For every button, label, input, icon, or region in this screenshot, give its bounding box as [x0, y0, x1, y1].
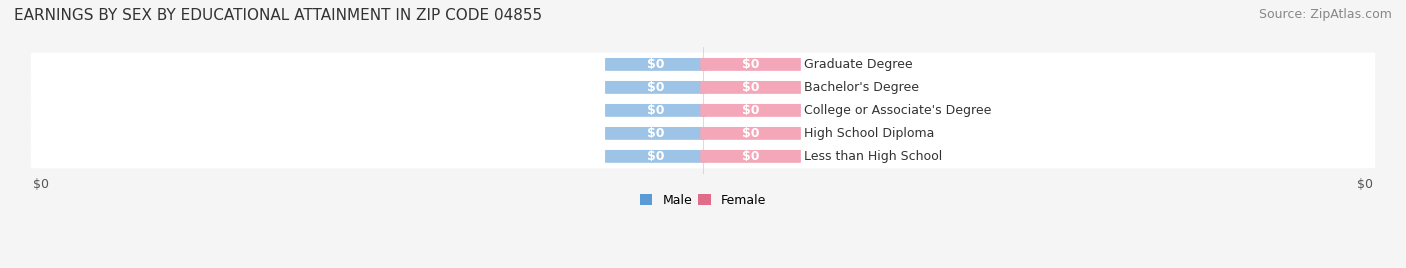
- Text: High School Diploma: High School Diploma: [804, 127, 934, 140]
- Text: $0: $0: [742, 58, 759, 71]
- FancyBboxPatch shape: [31, 53, 1375, 76]
- Text: $0: $0: [742, 150, 759, 163]
- Text: $0: $0: [742, 104, 759, 117]
- FancyBboxPatch shape: [700, 58, 801, 71]
- Text: Less than High School: Less than High School: [804, 150, 942, 163]
- Text: $0: $0: [647, 81, 664, 94]
- FancyBboxPatch shape: [700, 127, 801, 140]
- Text: $0: $0: [742, 81, 759, 94]
- FancyBboxPatch shape: [31, 75, 1375, 99]
- Text: $0: $0: [647, 127, 664, 140]
- Text: $0: $0: [647, 58, 664, 71]
- FancyBboxPatch shape: [605, 58, 706, 71]
- Text: College or Associate's Degree: College or Associate's Degree: [804, 104, 991, 117]
- FancyBboxPatch shape: [700, 150, 801, 163]
- Text: $0: $0: [647, 104, 664, 117]
- FancyBboxPatch shape: [605, 104, 706, 117]
- FancyBboxPatch shape: [700, 81, 801, 94]
- FancyBboxPatch shape: [605, 127, 706, 140]
- FancyBboxPatch shape: [605, 81, 706, 94]
- Text: Bachelor's Degree: Bachelor's Degree: [804, 81, 918, 94]
- Text: $0: $0: [647, 150, 664, 163]
- FancyBboxPatch shape: [700, 104, 801, 117]
- Legend: Male, Female: Male, Female: [636, 189, 770, 212]
- Text: Source: ZipAtlas.com: Source: ZipAtlas.com: [1258, 8, 1392, 21]
- Text: Graduate Degree: Graduate Degree: [804, 58, 912, 71]
- Text: EARNINGS BY SEX BY EDUCATIONAL ATTAINMENT IN ZIP CODE 04855: EARNINGS BY SEX BY EDUCATIONAL ATTAINMEN…: [14, 8, 543, 23]
- FancyBboxPatch shape: [31, 98, 1375, 122]
- FancyBboxPatch shape: [31, 144, 1375, 168]
- FancyBboxPatch shape: [31, 121, 1375, 145]
- FancyBboxPatch shape: [605, 150, 706, 163]
- Text: $0: $0: [742, 127, 759, 140]
